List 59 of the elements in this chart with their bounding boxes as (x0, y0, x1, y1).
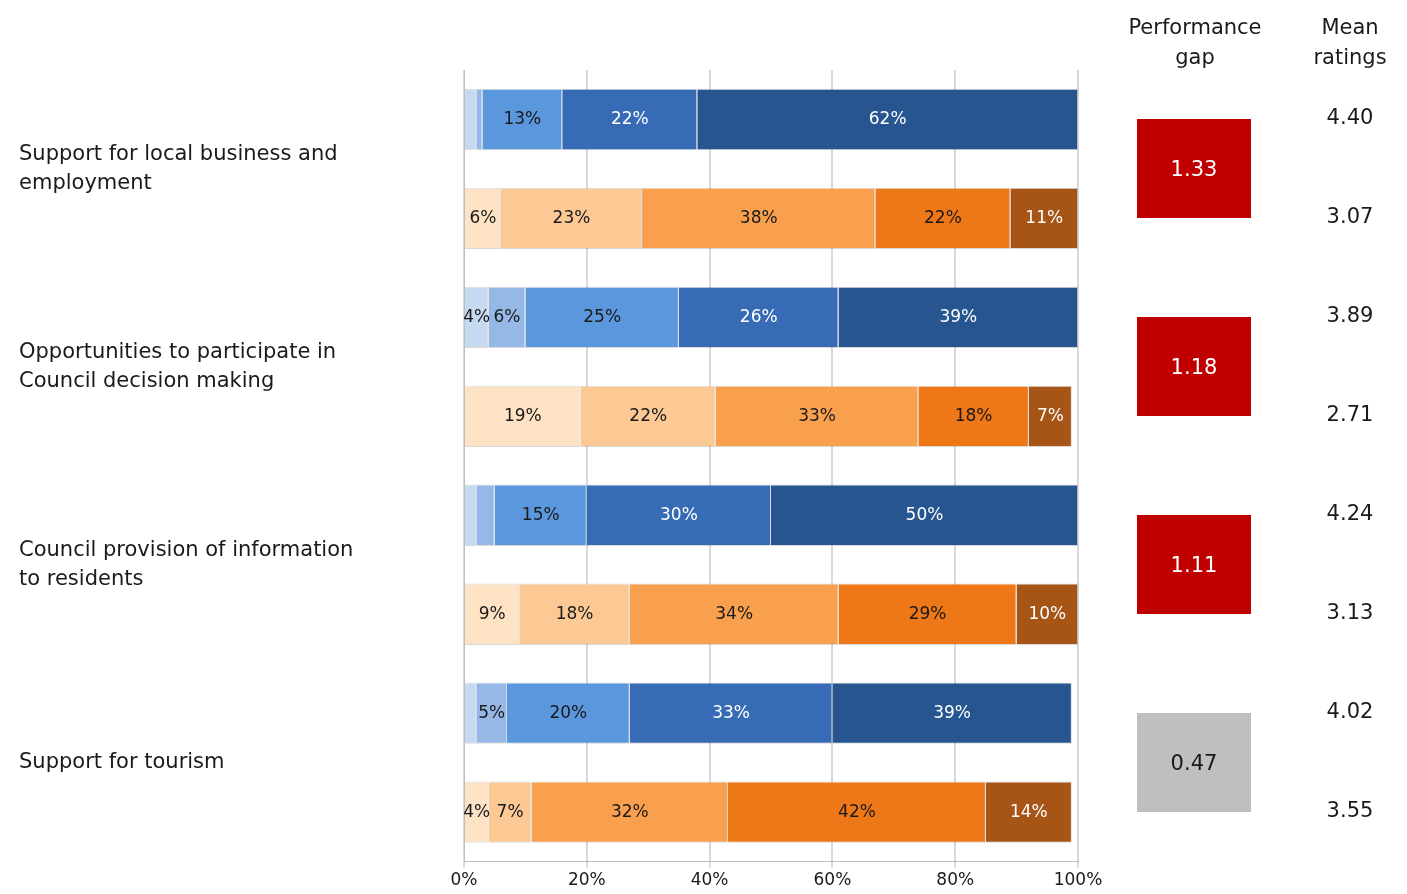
data-label: 50% (905, 503, 944, 524)
text: 1.33 (1137, 119, 1251, 219)
data-label: 13% (503, 107, 542, 128)
text: 0.47 (1137, 713, 1251, 813)
text: 4.24 (1325, 500, 1375, 528)
text: 4.40 (1325, 104, 1375, 132)
text: 3.89 (1325, 302, 1375, 330)
data-label: 39% (939, 305, 978, 326)
data-label: 19% (503, 404, 542, 425)
x-tick-label: 80% (936, 869, 975, 890)
data-label: 33% (798, 404, 836, 425)
data-label: 25% (583, 305, 622, 326)
text: 1.11 (1137, 515, 1251, 615)
text: 2.71 (1325, 401, 1375, 429)
data-label: 30% (660, 503, 698, 524)
data-label: 9% (478, 602, 506, 623)
data-label: 4% (463, 800, 491, 821)
data-label: 29% (908, 602, 947, 623)
y-tick-label: Council provision of information to residents (19, 536, 354, 590)
data-label: 15% (521, 503, 560, 524)
data-label: 34% (715, 602, 754, 623)
text: 1.18 (1137, 317, 1251, 417)
data-label: 20% (549, 701, 588, 722)
data-label: 6% (469, 206, 497, 227)
text: 4.02 (1325, 698, 1375, 726)
x-tick-label: 100% (1053, 869, 1103, 890)
data-label: 22% (629, 404, 668, 425)
data-label: 18% (954, 404, 993, 425)
data-label: 11% (1025, 206, 1064, 227)
data-label: 4% (463, 305, 491, 326)
data-label: 32% (610, 800, 649, 821)
y-tick-label: Support for local business and employment (19, 140, 338, 194)
data-label: 10% (1028, 602, 1067, 623)
x-tick-label: 20% (567, 869, 606, 890)
y-tick-label: Support for tourism (19, 749, 225, 774)
text: Mean ratings (1312, 14, 1388, 71)
data-label: 39% (933, 701, 972, 722)
data-label: 42% (838, 800, 876, 821)
text: 3.13 (1325, 599, 1375, 627)
data-label: 23% (552, 206, 591, 227)
text: Performance gap (1127, 14, 1263, 71)
data-label: 22% (924, 206, 962, 227)
data-label: 33% (712, 701, 750, 722)
data-label: 7% (1036, 404, 1064, 425)
data-label: 26% (739, 305, 778, 326)
text: 3.55 (1325, 797, 1375, 825)
data-label: 14% (1009, 800, 1048, 821)
x-tick-label: 60% (813, 869, 852, 890)
data-label: 6% (493, 305, 521, 326)
data-label: 5% (478, 701, 506, 722)
y-tick-label: Opportunities to participate in Council decision making (19, 338, 337, 392)
x-tick-label: 40% (690, 869, 729, 890)
data-label: 62% (868, 107, 907, 128)
data-label: 7% (496, 800, 524, 821)
data-label: 38% (739, 206, 778, 227)
x-tick-label: 0% (450, 869, 478, 890)
text: 3.07 (1325, 203, 1375, 231)
data-label: 18% (555, 602, 594, 623)
data-label: 22% (610, 107, 649, 128)
